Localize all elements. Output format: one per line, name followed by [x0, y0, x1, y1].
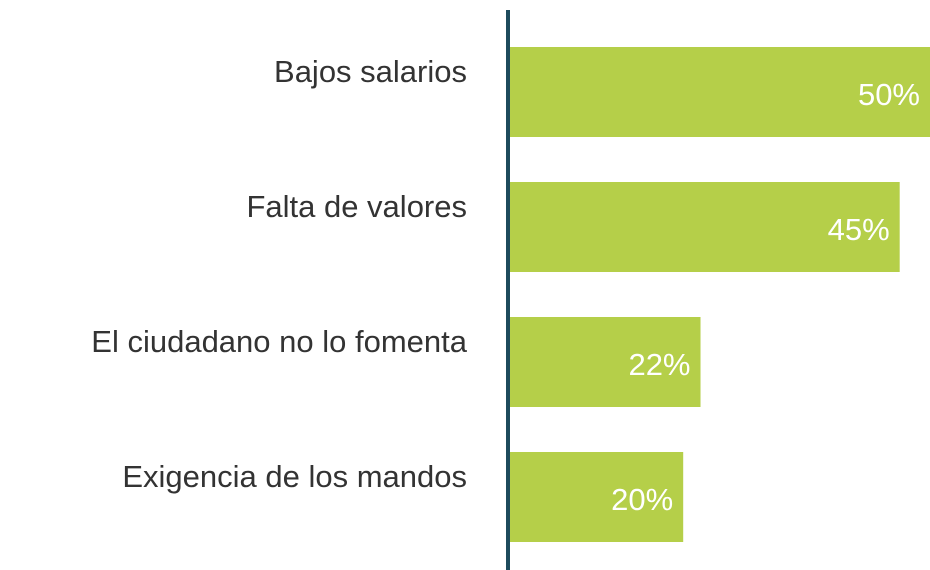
value-label: 50%: [858, 77, 920, 112]
category-label: El ciudadano no lo fomenta: [91, 324, 467, 359]
category-label: Bajos salarios: [274, 54, 467, 89]
bar: [510, 182, 900, 272]
category-label: Exigencia de los mandos: [122, 459, 467, 494]
value-label: 45%: [828, 212, 890, 247]
bar: [510, 47, 930, 137]
value-label: 22%: [628, 347, 690, 382]
value-label: 20%: [611, 482, 673, 517]
bar: [510, 317, 701, 407]
category-label: Falta de valores: [246, 189, 467, 224]
bar: [510, 452, 684, 542]
